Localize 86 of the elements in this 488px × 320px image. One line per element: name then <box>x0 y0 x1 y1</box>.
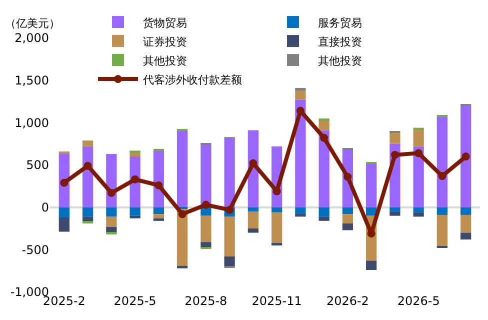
y-tick-label: 2,000 <box>14 31 49 46</box>
x-tick-label: 2026-5 <box>397 294 440 308</box>
bar <box>460 207 472 215</box>
bar <box>318 216 330 221</box>
point <box>462 152 470 161</box>
bar <box>106 207 117 217</box>
legend-label: 代客涉外收付款差额 <box>142 73 242 86</box>
bar <box>153 214 164 218</box>
bar <box>342 214 354 224</box>
bar <box>176 130 188 208</box>
bar <box>272 242 282 246</box>
y-tick-label: 500 <box>26 158 49 172</box>
bar <box>153 207 164 214</box>
legend-label: 货物贸易 <box>143 16 187 30</box>
legend-label: 服务贸易 <box>318 16 362 30</box>
bar <box>413 129 424 146</box>
x-tick-label: 2025-8 <box>184 294 228 308</box>
point <box>344 172 352 181</box>
bar <box>58 151 70 154</box>
point <box>367 230 376 238</box>
bar <box>295 214 306 217</box>
point <box>320 134 328 142</box>
bar <box>413 212 424 217</box>
bar <box>58 207 70 218</box>
legend-label: 证券投资 <box>143 35 187 48</box>
bar <box>224 256 235 267</box>
bar <box>176 266 188 268</box>
bar <box>130 216 140 218</box>
point <box>154 181 163 190</box>
bar <box>272 212 282 243</box>
bar <box>436 207 448 215</box>
x-tick-label: 2026-2 <box>326 294 369 308</box>
point <box>390 150 399 159</box>
bar <box>390 212 400 216</box>
bar <box>390 207 400 212</box>
legend-label: 其他投资 <box>143 54 187 68</box>
bar <box>153 218 164 221</box>
bar <box>295 88 306 90</box>
x-tick-label: 2025-5 <box>114 294 156 308</box>
bar <box>460 232 472 240</box>
y-tick-label: 0 <box>41 200 49 215</box>
bar <box>318 118 330 121</box>
bar <box>82 140 94 146</box>
bar <box>200 216 212 242</box>
point <box>272 187 281 196</box>
point <box>178 210 186 218</box>
bar <box>460 214 472 233</box>
y-tick-label: -500 <box>22 242 49 257</box>
bar <box>342 207 354 214</box>
point <box>84 162 92 170</box>
bar <box>295 90 306 100</box>
point <box>202 200 210 209</box>
point <box>414 149 423 158</box>
bar <box>342 223 354 230</box>
bar <box>460 106 472 208</box>
point <box>107 188 116 197</box>
bar <box>366 207 377 216</box>
bar <box>390 132 400 144</box>
legend-label: 直接投资 <box>318 35 362 48</box>
bar <box>82 207 94 217</box>
bar <box>272 207 282 212</box>
bar <box>413 207 424 212</box>
bar <box>200 207 212 216</box>
bar <box>436 116 448 208</box>
bar <box>436 214 448 246</box>
bar <box>248 207 258 212</box>
bar <box>58 217 70 232</box>
x-tick-label: 2025-11 <box>252 294 302 308</box>
bar <box>130 207 140 216</box>
y-tick-label: 1,500 <box>14 74 49 88</box>
bar <box>224 216 235 256</box>
bar <box>248 228 258 233</box>
point <box>131 175 140 184</box>
bar <box>366 163 377 208</box>
bar <box>366 260 377 270</box>
bar <box>318 207 330 217</box>
y-axis-title: （亿美元） <box>5 17 60 30</box>
bar <box>224 138 235 208</box>
y-tick-label: 1,000 <box>14 116 49 130</box>
point <box>438 172 446 180</box>
point <box>226 206 234 214</box>
bar <box>248 212 258 228</box>
point <box>60 178 68 187</box>
bar <box>106 216 117 227</box>
point <box>249 159 258 168</box>
legend-label: 其他投资 <box>318 54 362 68</box>
